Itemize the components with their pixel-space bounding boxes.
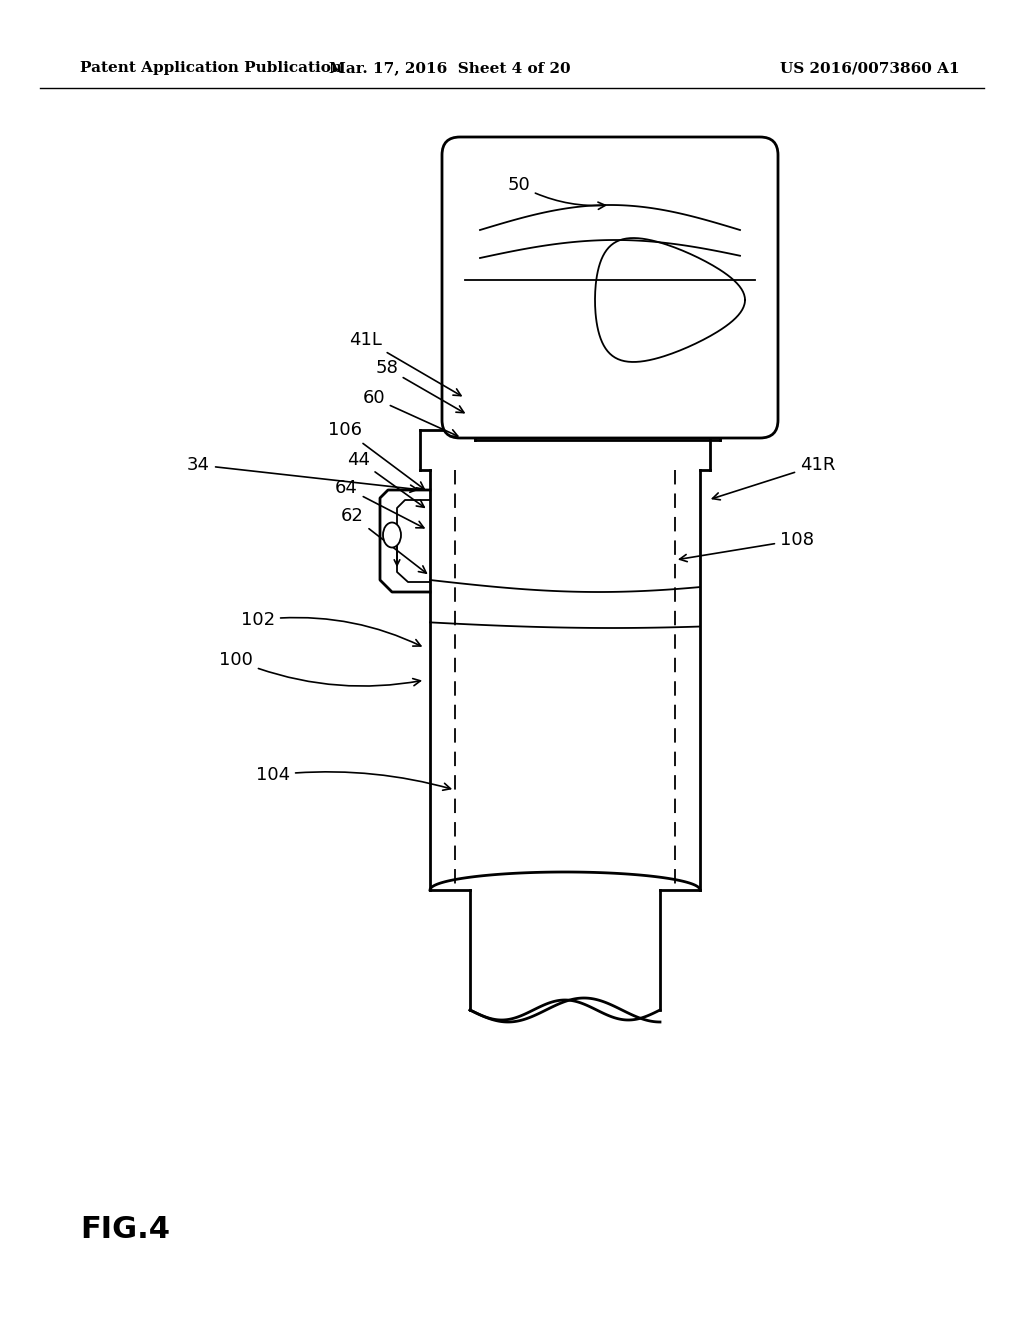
Text: 58: 58 — [375, 359, 464, 413]
Ellipse shape — [383, 523, 401, 548]
Text: 106: 106 — [328, 421, 424, 490]
Text: 108: 108 — [680, 531, 814, 561]
Text: 60: 60 — [362, 389, 458, 437]
Text: 100: 100 — [219, 651, 421, 686]
Text: 41L: 41L — [349, 331, 461, 396]
Text: US 2016/0073860 A1: US 2016/0073860 A1 — [780, 61, 959, 75]
Text: 102: 102 — [241, 611, 421, 645]
Text: 62: 62 — [341, 507, 426, 573]
Text: 50: 50 — [507, 176, 605, 210]
Text: Patent Application Publication: Patent Application Publication — [80, 61, 342, 75]
Text: Mar. 17, 2016  Sheet 4 of 20: Mar. 17, 2016 Sheet 4 of 20 — [329, 61, 570, 75]
Text: 104: 104 — [256, 766, 451, 791]
FancyBboxPatch shape — [442, 137, 778, 438]
Text: 34: 34 — [187, 455, 418, 492]
Text: FIG.4: FIG.4 — [80, 1216, 170, 1245]
Text: 41R: 41R — [713, 455, 836, 500]
Text: 64: 64 — [335, 479, 424, 528]
Text: 44: 44 — [347, 451, 424, 507]
